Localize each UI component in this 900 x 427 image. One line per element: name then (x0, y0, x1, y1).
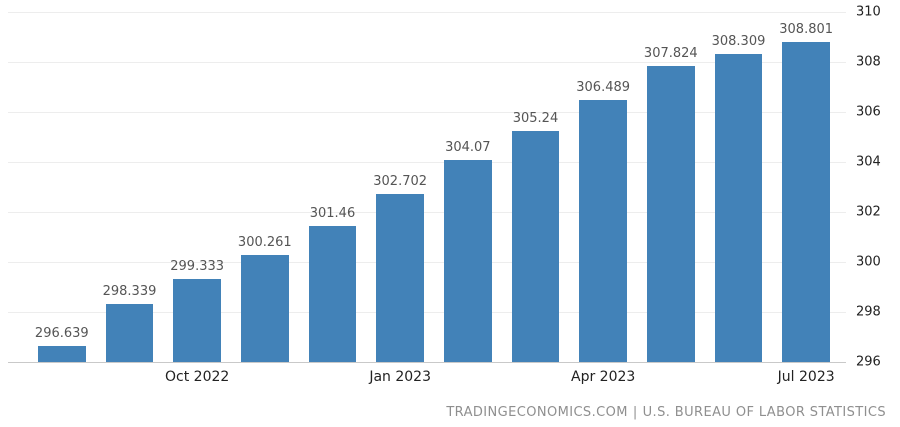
bar[interactable]: 304.07 (444, 140, 492, 362)
bar[interactable]: 298.339 (103, 284, 156, 362)
y-axis-tick-label: 308 (856, 54, 881, 70)
y-axis-tick-label: 310 (856, 4, 881, 20)
bar[interactable]: 307.824 (644, 46, 698, 362)
bar-value-label: 308.801 (779, 21, 834, 37)
bar[interactable]: 300.261 (238, 235, 292, 362)
bar-value-label: 301.46 (309, 205, 356, 221)
bar-value-label: 298.339 (102, 283, 157, 299)
grid-line (8, 262, 846, 263)
attribution-separator: | (632, 405, 638, 420)
grid-line (8, 162, 846, 163)
bar-value-label: 306.489 (576, 79, 631, 95)
bar[interactable]: 301.46 (308, 206, 357, 362)
attribution-source-left: TRADINGECONOMICS.COM (446, 405, 628, 420)
bar-value-label: 296.639 (34, 326, 89, 342)
bar[interactable]: 308.309 (712, 34, 765, 362)
bar-value-label: 307.824 (643, 46, 698, 62)
bar-value-label: 305.24 (512, 111, 559, 126)
x-axis: Oct 2022 Jan 2023 Apr 2023 Jul 2023 (28, 369, 840, 387)
y-axis: 296 298 300 302 304 306 308 310 (856, 5, 896, 370)
bar[interactable]: 305.24 (511, 111, 560, 362)
bar-value-label: 304.07 (445, 140, 491, 156)
x-axis-line (8, 362, 846, 363)
x-axis-tick-label: Jan 2023 (369, 369, 431, 385)
x-axis-tick-label: Jul 2023 (777, 369, 835, 385)
x-axis-tick-label: Oct 2022 (165, 369, 230, 385)
y-axis-tick-label: 304 (856, 154, 881, 170)
plot-area: 296.639 298.339 299.333 300.261 301.46 302.70… (8, 12, 846, 363)
bar[interactable]: 302.702 (373, 174, 427, 362)
attribution-link[interactable]: TRADINGECONOMICS.COM | U.S. BUREAU OF LABO… (446, 405, 886, 420)
y-axis-tick-label: 296 (856, 354, 881, 370)
grid-line (8, 212, 846, 213)
y-axis-tick-label: 300 (856, 254, 881, 270)
grid-line (8, 312, 846, 313)
bar-value-label: 299.333 (170, 258, 225, 274)
bar-value-label: 308.309 (711, 34, 766, 50)
bar[interactable]: 308.801 (779, 22, 833, 362)
bar-value-label: 302.702 (373, 174, 428, 190)
grid-line (8, 62, 846, 63)
bar-value-label: 300.261 (237, 235, 292, 251)
grid-line (8, 12, 846, 13)
bar[interactable]: 296.639 (35, 326, 89, 362)
y-axis-tick-label: 302 (856, 204, 881, 220)
bar[interactable]: 306.489 (576, 80, 630, 362)
attribution-source-right: U.S. BUREAU OF LABOR STATISTICS (642, 405, 886, 420)
y-axis-tick-label: 306 (856, 104, 881, 120)
x-axis-tick-label: Apr 2023 (571, 369, 636, 385)
grid-line (8, 112, 846, 113)
y-axis-tick-label: 298 (856, 304, 881, 320)
bar[interactable]: 299.333 (170, 259, 224, 362)
